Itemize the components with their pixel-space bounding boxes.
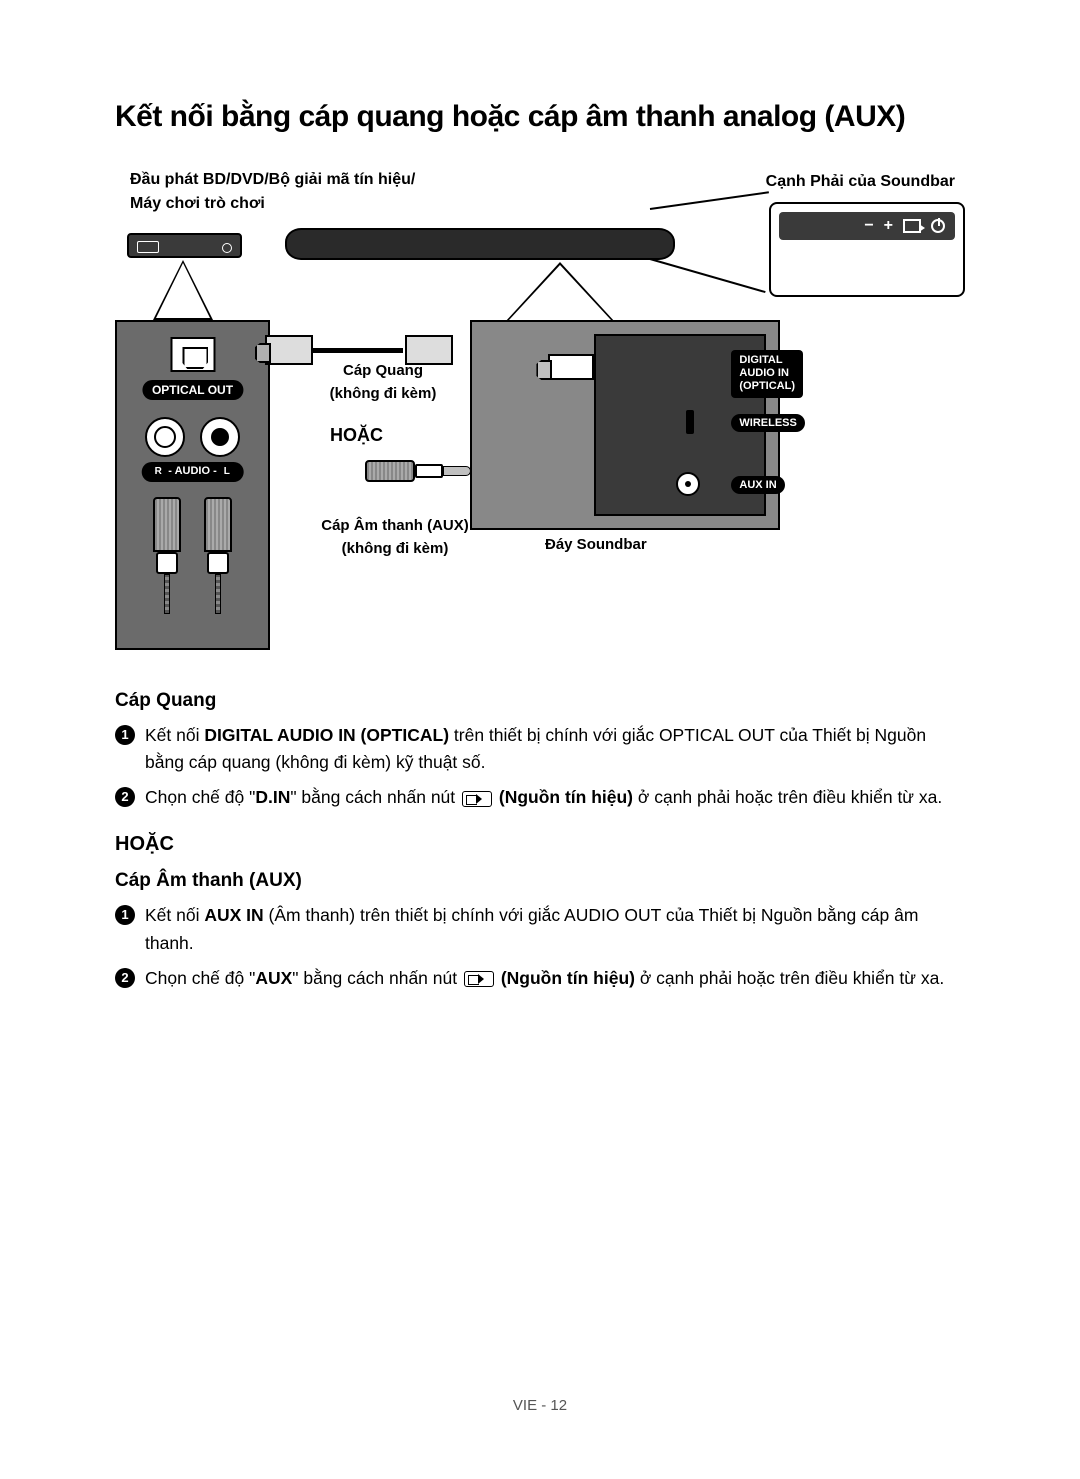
soundbar-icon <box>285 228 675 260</box>
callout-line <box>650 191 769 210</box>
rca-ports <box>117 417 268 457</box>
text-bold: DIGITAL AUDIO IN (OPTICAL) <box>204 725 449 745</box>
page-title: Kết nối bằng cáp quang hoặc cáp âm thanh… <box>115 100 965 134</box>
volume-down-icon: − <box>864 217 873 235</box>
text: Cáp Quang <box>343 362 423 379</box>
audio-rl-label: R - AUDIO - L <box>141 462 244 482</box>
text-bold: AUX <box>255 968 292 988</box>
aux-cable-label: Cáp Âm thanh (AUX) (không đi kèm) <box>305 515 485 560</box>
text: Kết nối <box>145 905 204 925</box>
leader-line <box>153 260 213 320</box>
l-badge: L <box>220 465 234 479</box>
text: Chọn chế độ " <box>145 787 255 807</box>
instructions-optical: Cáp Quang 1 Kết nối DIGITAL AUDIO IN (OP… <box>115 690 965 811</box>
audio-text: - AUDIO - <box>168 465 216 477</box>
step-number-icon: 1 <box>115 725 135 745</box>
rca-plug-icon <box>204 497 232 637</box>
subheading-aux: Cáp Âm thanh (AUX) <box>115 870 965 892</box>
rca-plugs <box>117 497 268 637</box>
bd-dvd-player-icon <box>127 233 242 258</box>
subheading-optical: Cáp Quang <box>115 690 965 712</box>
leader-line <box>505 262 615 322</box>
text: " bằng cách nhấn nút <box>290 787 460 807</box>
text: " bằng cách nhấn nút <box>292 968 462 988</box>
step-text: Chọn chế độ "AUX" bằng cách nhấn nút (Ng… <box>145 965 965 992</box>
step-1-aux: 1 Kết nối AUX IN (Âm thanh) trên thiết b… <box>115 902 965 956</box>
text: ở cạnh phải hoặc trên điều khiển từ xa. <box>633 787 942 807</box>
step-number-icon: 1 <box>115 905 135 925</box>
instructions-aux: Cáp Âm thanh (AUX) 1 Kết nối AUX IN (Âm … <box>115 870 965 991</box>
r-badge: R <box>151 465 165 479</box>
soundbar-side-panel: − + <box>769 202 965 297</box>
label-soundbar-side: Cạnh Phải của Soundbar <box>766 170 955 194</box>
or-label: HOẶC <box>330 422 383 449</box>
step-2-aux: 2 Chọn chế độ "AUX" bằng cách nhấn nút (… <box>115 965 965 992</box>
power-icon <box>931 219 945 233</box>
step-number-icon: 2 <box>115 787 135 807</box>
optical-out-label: OPTICAL OUT <box>142 380 243 400</box>
step-number-icon: 2 <box>115 968 135 988</box>
soundbar-bottom-panel: DIGITAL AUDIO IN (OPTICAL) WIRELESS AUX … <box>470 320 780 530</box>
soundbar-ports-area: DIGITAL AUDIO IN (OPTICAL) WIRELESS AUX … <box>594 334 766 516</box>
text-bold: D.IN <box>255 787 290 807</box>
rca-port-l-icon <box>200 417 240 457</box>
aux-in-label: AUX IN <box>731 476 784 494</box>
page-footer: VIE - 12 <box>0 1397 1080 1414</box>
digital-audio-in-label: DIGITAL AUDIO IN (OPTICAL) <box>731 350 803 398</box>
or-section-heading: HOẶC <box>115 833 965 856</box>
callout-line <box>650 258 766 293</box>
rca-plug-icon <box>153 497 181 637</box>
label-source-device: Đầu phát BD/DVD/Bộ giải mã tín hiệu/ Máy… <box>130 168 415 216</box>
text: Chọn chế độ " <box>145 968 255 988</box>
step-2-optical: 2 Chọn chế độ "D.IN" bằng cách nhấn nút … <box>115 784 965 811</box>
step-text: Chọn chế độ "D.IN" bằng cách nhấn nút (N… <box>145 784 965 811</box>
step-text: Kết nối AUX IN (Âm thanh) trên thiết bị … <box>145 902 965 956</box>
text: ở cạnh phải hoặc trên điều khiển từ xa. <box>635 968 944 988</box>
digital-audio-in-port-icon <box>548 354 594 380</box>
soundbar-bottom-label: Đáy Soundbar <box>545 534 647 557</box>
text-bold: (Nguồn tín hiệu) <box>494 787 633 807</box>
text-bold: AUX IN <box>204 905 263 925</box>
text-bold: (Nguồn tín hiệu) <box>496 968 635 988</box>
side-panel-controls: − + <box>779 212 955 240</box>
source-button-icon <box>464 971 494 987</box>
text: Cáp Âm thanh (AUX) <box>321 517 469 534</box>
volume-up-icon: + <box>884 217 893 235</box>
aux-plug-icon <box>365 458 485 484</box>
optical-cable-label: Cáp Quang (không đi kèm) <box>303 360 463 405</box>
source-button-icon <box>462 791 492 807</box>
text: Kết nối <box>145 725 204 745</box>
source-device-panel: OPTICAL OUT R - AUDIO - L <box>115 320 270 650</box>
wireless-port-icon <box>686 410 694 434</box>
text: (không đi kèm) <box>330 385 437 402</box>
optical-out-port-icon <box>170 337 215 372</box>
rca-port-r-icon <box>145 417 185 457</box>
step-text: Kết nối DIGITAL AUDIO IN (OPTICAL) trên … <box>145 722 965 776</box>
text: (không đi kèm) <box>342 540 449 557</box>
connection-diagram: Đầu phát BD/DVD/Bộ giải mã tín hiệu/ Máy… <box>115 170 965 660</box>
step-1-optical: 1 Kết nối DIGITAL AUDIO IN (OPTICAL) trê… <box>115 722 965 776</box>
aux-in-jack-icon <box>676 472 700 496</box>
wireless-label: WIRELESS <box>731 414 804 432</box>
source-icon <box>903 219 921 233</box>
